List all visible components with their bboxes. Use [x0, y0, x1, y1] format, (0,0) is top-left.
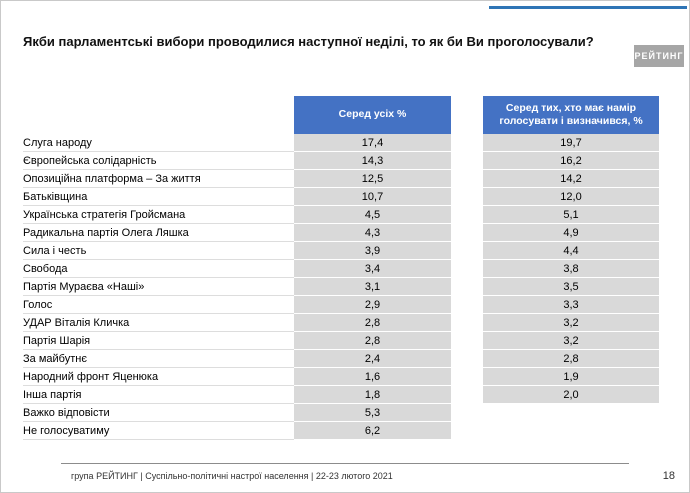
value-among-decided: 3,2: [483, 314, 659, 332]
header-spacer: [23, 96, 294, 134]
party-name: Важко відповісти: [23, 404, 294, 422]
column-gap: [451, 278, 483, 296]
column-gap: [451, 386, 483, 404]
column-gap: [451, 96, 483, 134]
column-header-decided: Серед тих, хто має намір голосувати і ви…: [483, 96, 659, 134]
party-name: Партія Мураєва «Наші»: [23, 278, 294, 296]
value-among-all: 14,3: [294, 152, 451, 170]
column-gap: [451, 134, 483, 152]
value-among-all: 17,4: [294, 134, 451, 152]
value-among-all: 1,8: [294, 386, 451, 404]
table-row: Сила і честь 3,9 4,4: [23, 242, 659, 260]
table-row: Партія Мураєва «Наші» 3,1 3,5: [23, 278, 659, 296]
value-among-decided: 4,9: [483, 224, 659, 242]
footer-divider: [61, 463, 629, 464]
rating-logo: РЕЙТИНГ: [634, 45, 684, 67]
party-name: Голос: [23, 296, 294, 314]
party-name: УДАР Віталія Кличка: [23, 314, 294, 332]
value-among-all: 2,9: [294, 296, 451, 314]
value-among-decided: 3,3: [483, 296, 659, 314]
value-among-all: 1,6: [294, 368, 451, 386]
value-among-decided: 14,2: [483, 170, 659, 188]
value-among-decided: 4,4: [483, 242, 659, 260]
column-gap: [451, 188, 483, 206]
column-gap: [451, 170, 483, 188]
value-among-decided: [483, 422, 659, 440]
value-among-all: 3,1: [294, 278, 451, 296]
value-among-all: 12,5: [294, 170, 451, 188]
party-name: Сила і честь: [23, 242, 294, 260]
value-among-all: 3,9: [294, 242, 451, 260]
footer-source: група РЕЙТИНГ | Суспільно-політичні наст…: [71, 471, 393, 481]
column-gap: [451, 224, 483, 242]
party-name: Інша партія: [23, 386, 294, 404]
party-name: Свобода: [23, 260, 294, 278]
value-among-decided: 2,8: [483, 350, 659, 368]
column-gap: [451, 152, 483, 170]
page-title: Якби парламентські вибори проводилися на…: [23, 34, 594, 49]
value-among-all: 2,8: [294, 332, 451, 350]
party-name: Батьківщина: [23, 188, 294, 206]
value-among-all: 5,3: [294, 404, 451, 422]
table-row: Партія Шарія 2,8 3,2: [23, 332, 659, 350]
column-gap: [451, 368, 483, 386]
table-row: Радикальна партія Олега Ляшка 4,3 4,9: [23, 224, 659, 242]
value-among-all: 2,4: [294, 350, 451, 368]
value-among-all: 10,7: [294, 188, 451, 206]
top-accent-line: [489, 6, 687, 9]
column-gap: [451, 422, 483, 440]
table-row: УДАР Віталія Кличка 2,8 3,2: [23, 314, 659, 332]
table-row: Народний фронт Яценюка 1,6 1,9: [23, 368, 659, 386]
table-row: Важко відповісти 5,3: [23, 404, 659, 422]
value-among-decided: 3,2: [483, 332, 659, 350]
column-gap: [451, 296, 483, 314]
party-name: Не голосуватиму: [23, 422, 294, 440]
party-name: Слуга народу: [23, 134, 294, 152]
party-name: За майбутнє: [23, 350, 294, 368]
column-gap: [451, 260, 483, 278]
column-gap: [451, 206, 483, 224]
party-name: Народний фронт Яценюка: [23, 368, 294, 386]
party-name: Європейська солідарність: [23, 152, 294, 170]
table-row: Не голосуватиму 6,2: [23, 422, 659, 440]
table-row: Слуга народу 17,4 19,7: [23, 134, 659, 152]
table-row: Свобода 3,4 3,8: [23, 260, 659, 278]
value-among-decided: 19,7: [483, 134, 659, 152]
table-row: Європейська солідарність 14,3 16,2: [23, 152, 659, 170]
value-among-decided: 3,8: [483, 260, 659, 278]
table-row: За майбутнє 2,4 2,8: [23, 350, 659, 368]
column-header-all: Серед усіх %: [294, 96, 451, 134]
table-row: Опозиційна платформа – За життя 12,5 14,2: [23, 170, 659, 188]
party-name: Українська стратегія Гройсмана: [23, 206, 294, 224]
value-among-decided: 16,2: [483, 152, 659, 170]
party-name: Радикальна партія Олега Ляшка: [23, 224, 294, 242]
column-gap: [451, 332, 483, 350]
value-among-all: 3,4: [294, 260, 451, 278]
value-among-decided: [483, 404, 659, 422]
table-row: Батьківщина 10,7 12,0: [23, 188, 659, 206]
value-among-all: 4,3: [294, 224, 451, 242]
value-among-decided: 2,0: [483, 386, 659, 404]
table-row: Інша партія 1,8 2,0: [23, 386, 659, 404]
column-gap: [451, 404, 483, 422]
poll-table-body: Слуга народу 17,4 19,7 Європейська солідарн…: [23, 134, 659, 440]
table-row: Українська стратегія Гройсмана 4,5 5,1: [23, 206, 659, 224]
poll-table: Серед усіх % Серед тих, хто має намір го…: [23, 96, 659, 440]
value-among-decided: 3,5: [483, 278, 659, 296]
value-among-all: 4,5: [294, 206, 451, 224]
value-among-all: 6,2: [294, 422, 451, 440]
value-among-decided: 1,9: [483, 368, 659, 386]
party-name: Партія Шарія: [23, 332, 294, 350]
column-gap: [451, 314, 483, 332]
page-number: 18: [662, 470, 675, 482]
value-among-decided: 5,1: [483, 206, 659, 224]
party-name: Опозиційна платформа – За життя: [23, 170, 294, 188]
value-among-all: 2,8: [294, 314, 451, 332]
table-row: Голос 2,9 3,3: [23, 296, 659, 314]
column-gap: [451, 350, 483, 368]
column-gap: [451, 242, 483, 260]
table-header-row: Серед усіх % Серед тих, хто має намір го…: [23, 96, 659, 134]
value-among-decided: 12,0: [483, 188, 659, 206]
